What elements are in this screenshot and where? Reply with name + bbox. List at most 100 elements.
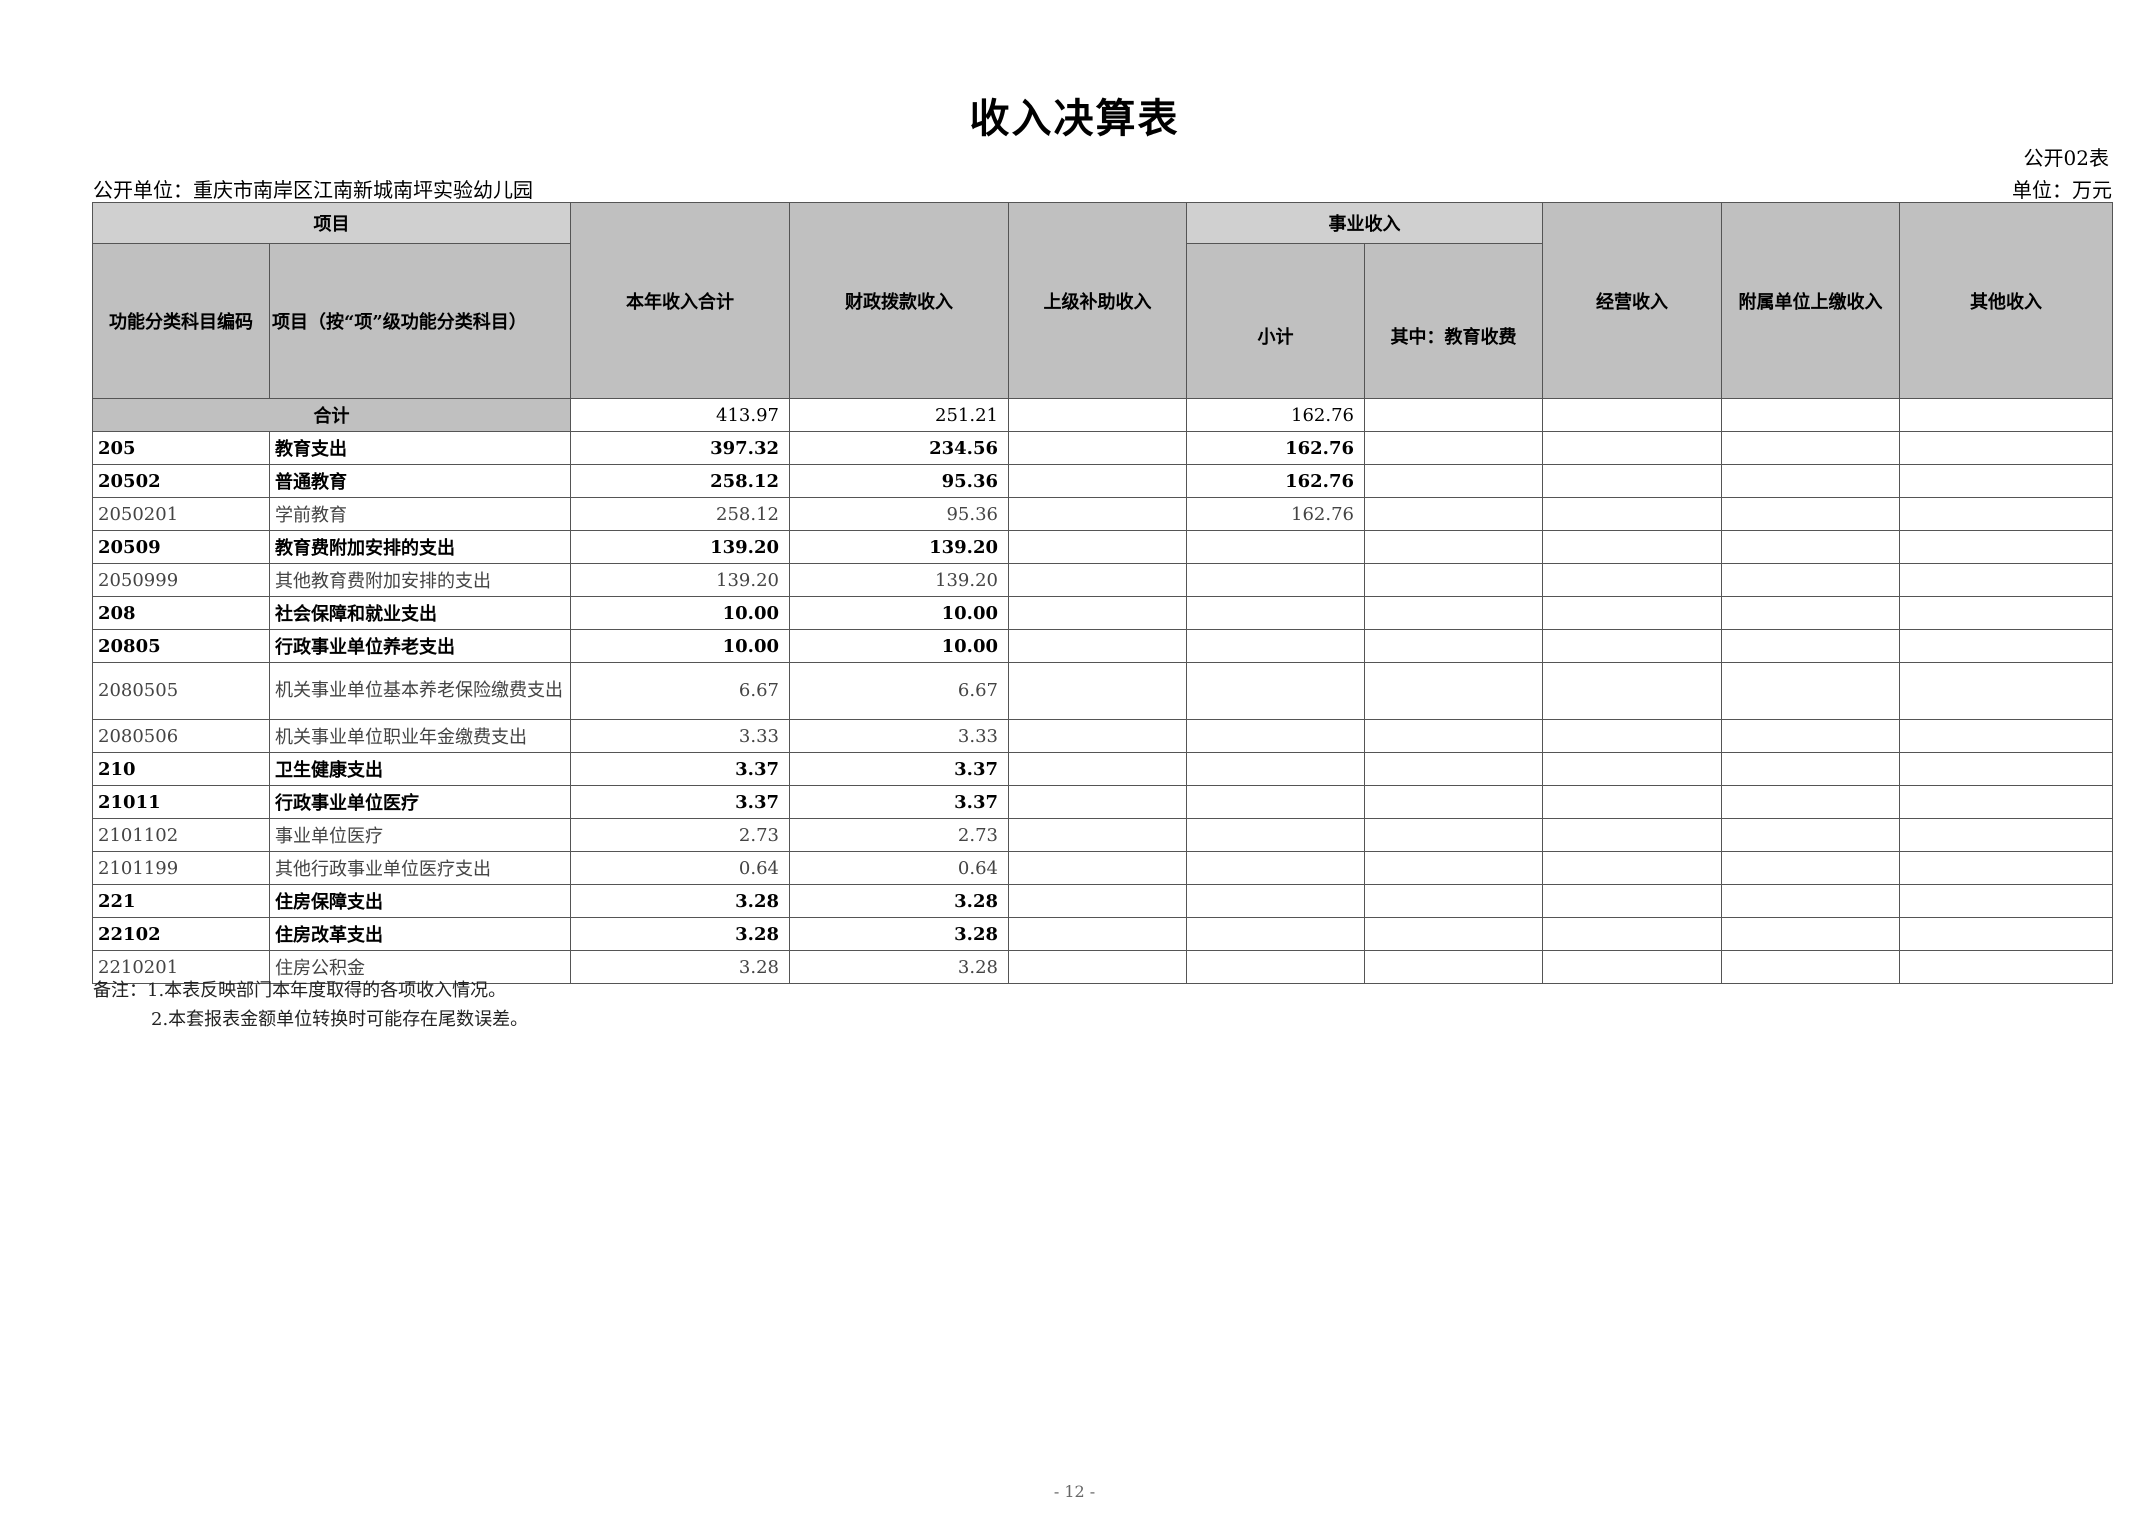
row-total: 139.20 [570,530,790,564]
row-name: 教育支出 [269,431,571,465]
header-item-name: 项目（按“项”级功能分类科目） [269,243,571,399]
row-name: 教育费附加安排的支出 [269,530,571,564]
page-title: 收入决算表 [969,95,1180,142]
total-total: 413.97 [570,398,790,432]
row-other [1899,497,2113,531]
row-edu-fee [1364,464,1543,498]
row-affiliated [1721,563,1900,597]
row-total: 258.12 [570,464,790,498]
row-name: 普通教育 [269,464,571,498]
row-operating [1542,563,1722,597]
footnote-2: 2.本套报表金额单位转换时可能存在尾数误差。 [151,1009,529,1030]
table-row: 2080505 机关事业单位基本养老保险缴费支出 6.67 6.67 [92,662,2113,720]
row-subtotal [1186,662,1365,720]
total-superior [1008,398,1187,432]
row-subtotal [1186,785,1365,819]
row-total: 3.28 [570,884,790,918]
row-edu-fee [1364,884,1543,918]
total-edu-fee [1364,398,1543,432]
row-name: 住房公积金 [269,950,571,984]
row-fiscal: 95.36 [789,464,1009,498]
row-subtotal: 162.76 [1186,497,1365,531]
header-item-group: 项目 [92,202,571,244]
footnote-1: 备注：1.本表反映部门本年度取得的各项收入情况。 [93,980,507,1001]
row-subtotal [1186,719,1365,753]
currency-unit: 单位：万元 [2012,178,2112,202]
row-fiscal: 95.36 [789,497,1009,531]
row-affiliated [1721,662,1900,720]
row-superior [1008,464,1187,498]
row-subtotal [1186,884,1365,918]
row-subtotal: 162.76 [1186,431,1365,465]
row-subtotal [1186,530,1365,564]
row-code: 2210201 [92,950,270,984]
row-edu-fee [1364,497,1543,531]
row-total: 10.00 [570,596,790,630]
row-edu-fee [1364,950,1543,984]
total-other [1899,398,2113,432]
row-fiscal: 3.37 [789,752,1009,786]
row-superior [1008,917,1187,951]
row-operating [1542,851,1722,885]
row-total: 2.73 [570,818,790,852]
row-fiscal: 3.28 [789,884,1009,918]
row-name: 社会保障和就业支出 [269,596,571,630]
row-code: 2101199 [92,851,270,885]
row-affiliated [1721,851,1900,885]
row-affiliated [1721,530,1900,564]
row-superior [1008,497,1187,531]
row-code: 221 [92,884,270,918]
table-row: 20509 教育费附加安排的支出 139.20 139.20 [92,530,2113,564]
row-total: 3.37 [570,785,790,819]
row-edu-fee [1364,596,1543,630]
row-affiliated [1721,752,1900,786]
header-total: 本年收入合计 [570,202,790,399]
row-superior [1008,596,1187,630]
row-code: 21011 [92,785,270,819]
row-subtotal [1186,917,1365,951]
row-fiscal: 234.56 [789,431,1009,465]
row-operating [1542,950,1722,984]
row-other [1899,818,2113,852]
row-name: 事业单位医疗 [269,818,571,852]
row-fiscal: 6.67 [789,662,1009,720]
row-code: 210 [92,752,270,786]
row-subtotal [1186,950,1365,984]
row-operating [1542,629,1722,663]
row-affiliated [1721,464,1900,498]
row-edu-fee [1364,431,1543,465]
header-operating: 经营收入 [1542,202,1722,399]
header-other: 其他收入 [1899,202,2113,399]
row-superior [1008,629,1187,663]
row-operating [1542,464,1722,498]
row-name: 行政事业单位医疗 [269,785,571,819]
row-name: 住房保障支出 [269,884,571,918]
row-operating [1542,596,1722,630]
row-total: 0.64 [570,851,790,885]
row-name: 其他行政事业单位医疗支出 [269,851,571,885]
table-row: 208 社会保障和就业支出 10.00 10.00 [92,596,2113,630]
row-fiscal: 139.20 [789,530,1009,564]
row-fiscal: 3.33 [789,719,1009,753]
row-subtotal [1186,563,1365,597]
row-other [1899,851,2113,885]
row-code: 2050999 [92,563,270,597]
row-total: 3.37 [570,752,790,786]
row-fiscal: 10.00 [789,629,1009,663]
row-edu-fee [1364,530,1543,564]
row-name: 学前教育 [269,497,571,531]
income-statement-table: 项目 本年收入合计 财政拨款收入 上级补助收入 事业收入 经营收入 附属单位上缴… [92,202,2113,984]
row-name: 机关事业单位基本养老保险缴费支出 [269,662,571,720]
row-superior [1008,752,1187,786]
row-affiliated [1721,818,1900,852]
row-superior [1008,785,1187,819]
row-code: 20509 [92,530,270,564]
row-operating [1542,431,1722,465]
table-row: 2080506 机关事业单位职业年金缴费支出 3.33 3.33 [92,719,2113,753]
row-code: 2101102 [92,818,270,852]
row-fiscal: 139.20 [789,563,1009,597]
table-row: 221 住房保障支出 3.28 3.28 [92,884,2113,918]
row-superior [1008,530,1187,564]
row-affiliated [1721,917,1900,951]
row-edu-fee [1364,851,1543,885]
